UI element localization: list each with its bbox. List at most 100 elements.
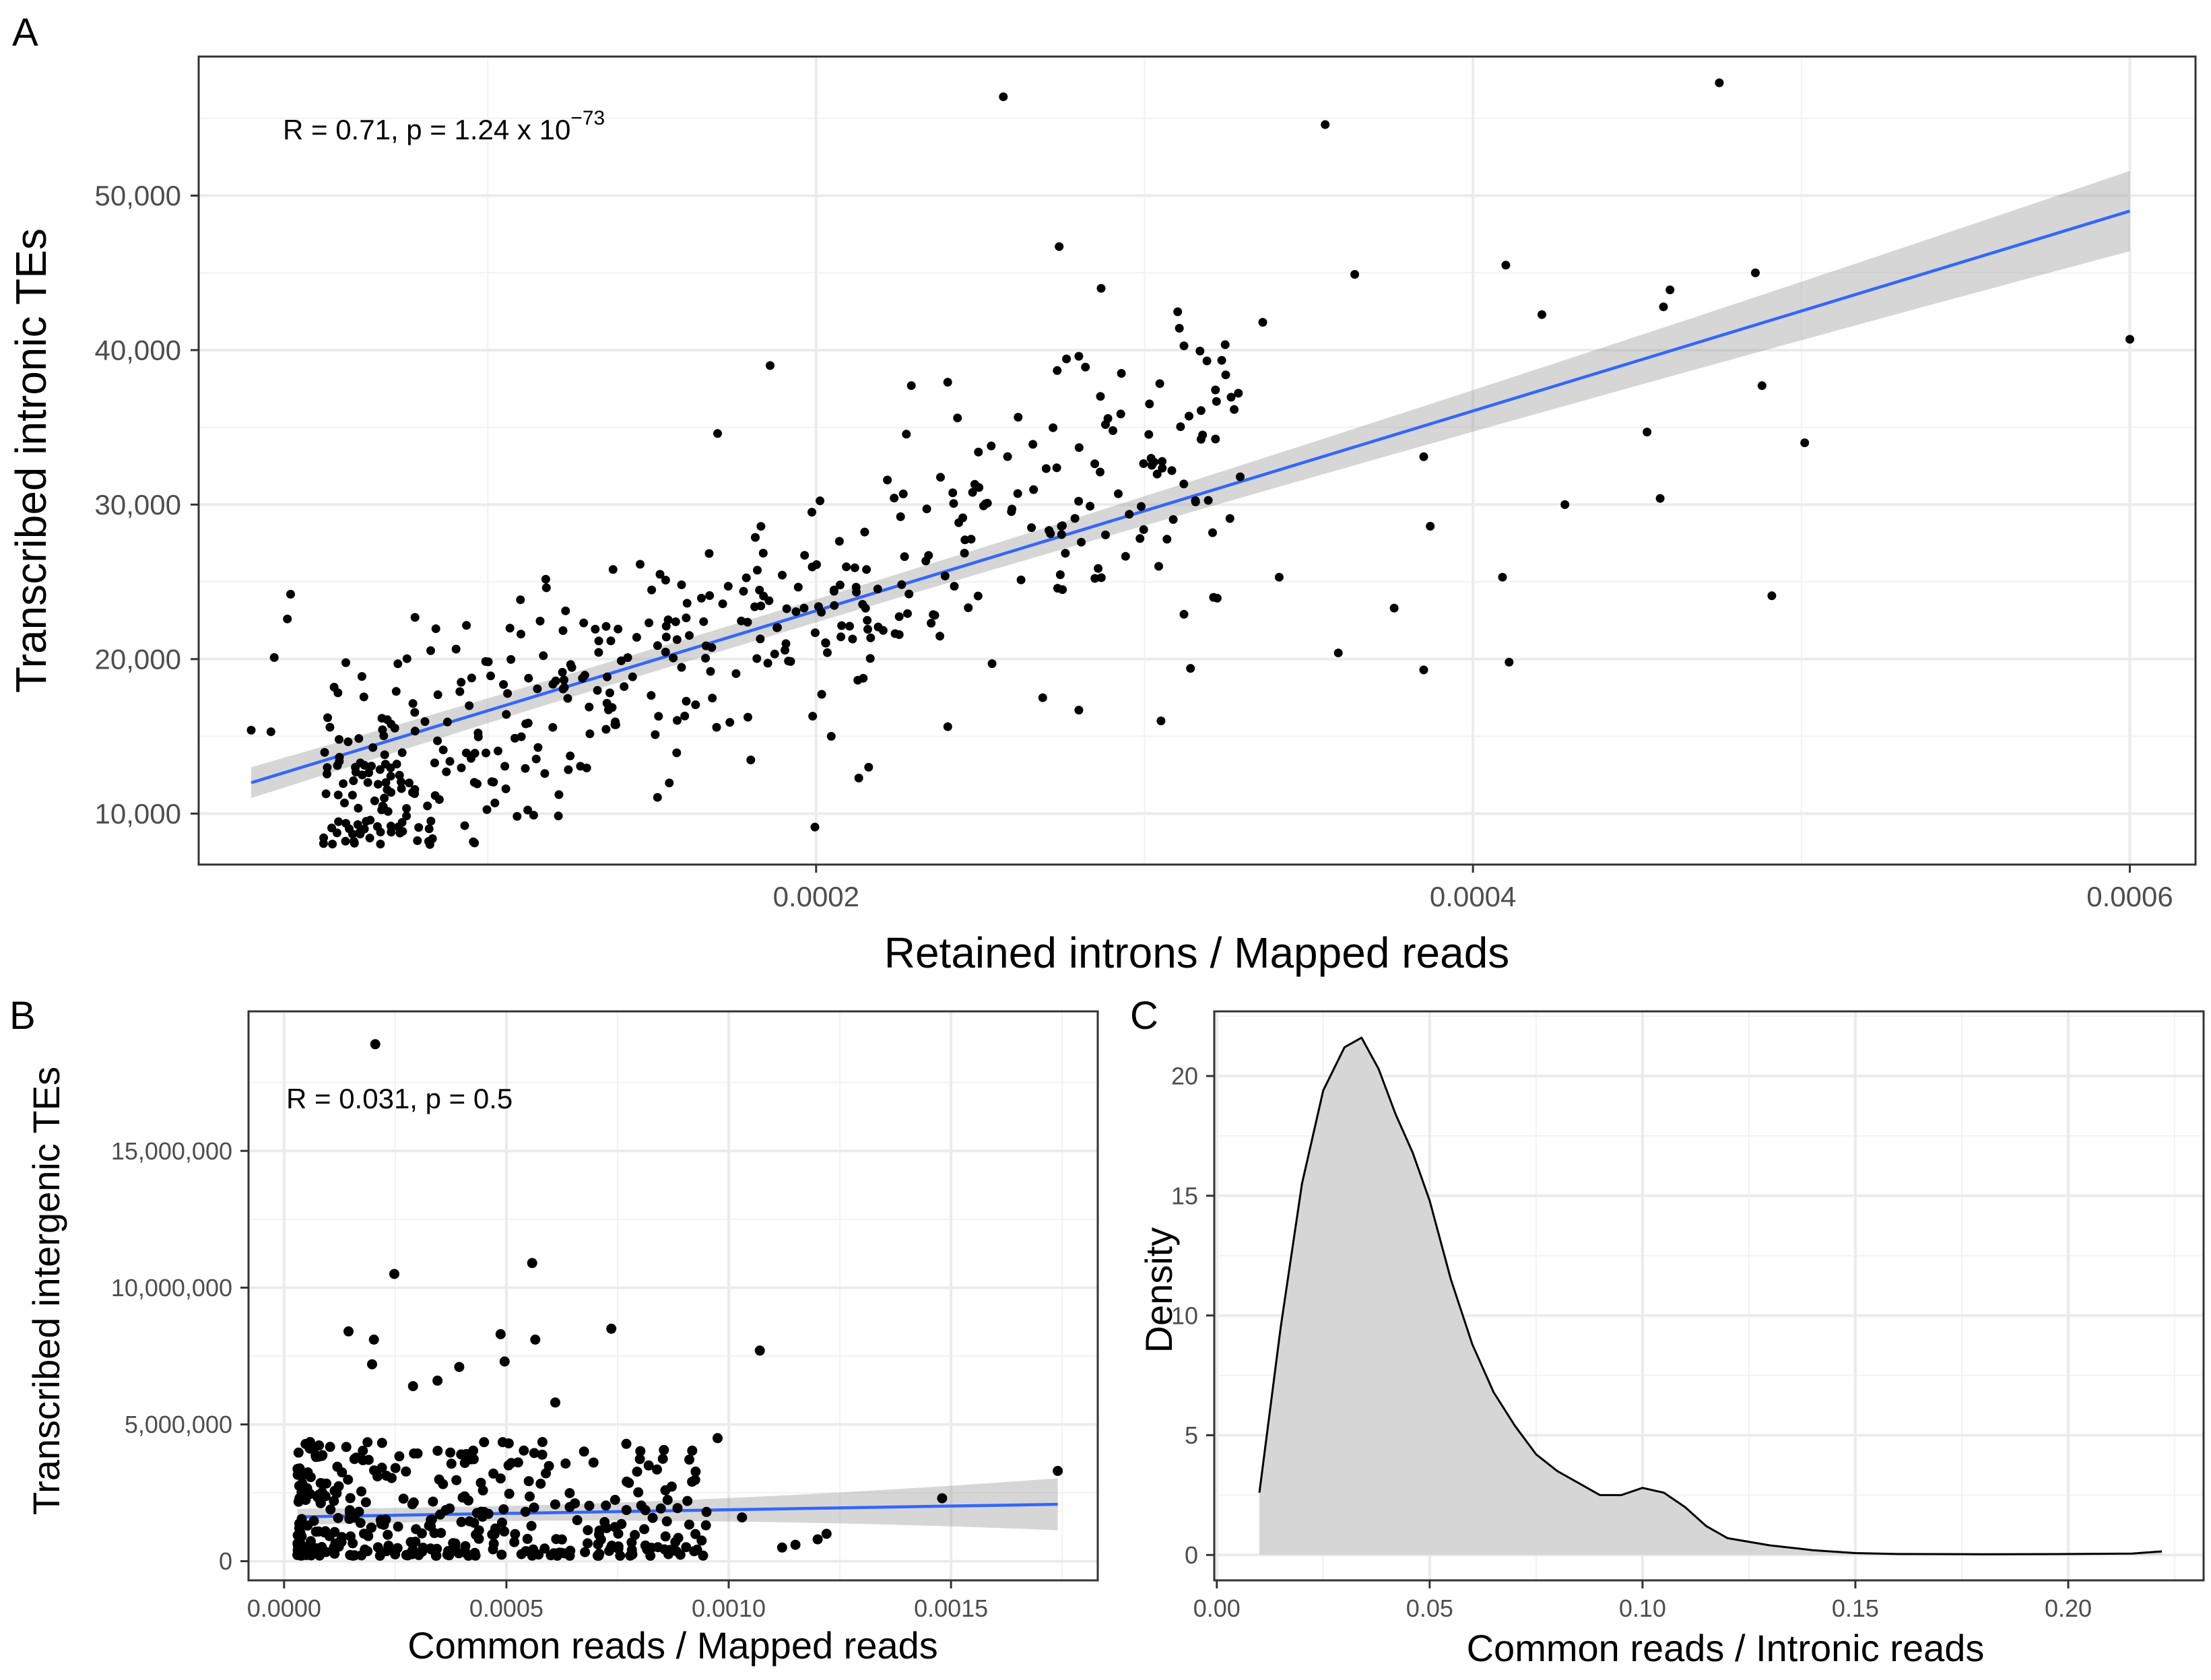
data-point: [1173, 307, 1183, 316]
panel-a-stat-exponent: −73: [570, 107, 605, 129]
data-point: [462, 621, 471, 630]
data-point: [660, 1531, 671, 1542]
data-point: [298, 1481, 308, 1492]
data-point: [354, 803, 363, 813]
data-point: [328, 840, 337, 848]
data-point: [1061, 549, 1070, 558]
data-point: [513, 811, 522, 821]
data-point: [356, 1486, 366, 1497]
data-point: [639, 1524, 650, 1535]
data-point: [516, 595, 525, 605]
data-point: [1258, 318, 1267, 327]
panel-a-axis-ticks: 0.0002 0.0004 0.0006 10,000 20,000 30,000 40,0…: [95, 180, 2173, 912]
data-point: [397, 748, 407, 758]
data-point: [445, 757, 455, 766]
data-point: [741, 573, 751, 582]
data-point: [390, 723, 399, 733]
data-point: [625, 1550, 636, 1561]
data-point: [681, 1542, 692, 1553]
data-point: [708, 694, 717, 703]
data-point: [906, 381, 916, 391]
data-point: [2125, 335, 2134, 344]
data-point: [594, 636, 603, 646]
data-point: [773, 623, 782, 632]
data-point: [894, 612, 904, 621]
data-point: [381, 1471, 392, 1481]
data-point: [302, 1467, 313, 1478]
data-point: [810, 628, 820, 638]
data-point: [1096, 283, 1106, 293]
data-point: [564, 765, 573, 774]
data-point: [246, 725, 256, 735]
panel-b-stat-annotation: R = 0.031, p = 0.5: [286, 1083, 513, 1114]
data-point: [426, 816, 436, 826]
data-point: [632, 1467, 642, 1477]
data-point: [1096, 392, 1105, 401]
data-point: [520, 1506, 531, 1517]
x-tick-label: 0.15: [1832, 1594, 1879, 1622]
data-point: [640, 1505, 651, 1516]
data-point: [700, 1520, 711, 1531]
y-tick-label: 10,000,000: [111, 1274, 232, 1302]
data-point: [862, 565, 871, 574]
panel-a-frame: [197, 55, 2197, 866]
data-point: [442, 717, 452, 727]
data-point: [499, 1526, 510, 1537]
data-point: [551, 676, 560, 685]
data-point: [501, 784, 510, 793]
data-point: [344, 1505, 355, 1516]
data-point: [718, 599, 727, 609]
x-tick-label: 0.0002: [773, 881, 859, 912]
data-point: [390, 1463, 401, 1473]
data-point: [363, 778, 372, 787]
data-point: [929, 610, 938, 619]
data-point: [784, 657, 793, 666]
data-point: [376, 1438, 387, 1448]
data-point: [1217, 356, 1226, 365]
data-point: [397, 777, 405, 786]
data-point: [865, 654, 875, 663]
panel-label-b: B: [9, 994, 36, 1038]
data-point: [556, 1534, 567, 1545]
data-point: [428, 1496, 438, 1507]
y-tick-label: 30,000: [95, 489, 181, 520]
data-point: [345, 1531, 356, 1542]
data-point: [1501, 261, 1511, 270]
data-point: [1221, 370, 1230, 380]
data-point: [1117, 369, 1126, 378]
data-point: [312, 1492, 323, 1503]
data-point: [354, 734, 364, 743]
data-point: [974, 447, 983, 457]
data-point: [359, 692, 368, 702]
data-point: [445, 1447, 456, 1458]
data-point: [424, 824, 434, 834]
data-point: [521, 764, 530, 773]
data-point: [898, 490, 908, 498]
data-point: [673, 716, 682, 725]
panel-b-y-axis-label: Transcribed intergenic TEs: [25, 1067, 67, 1515]
data-point: [306, 1536, 316, 1547]
data-point: [883, 475, 892, 485]
panel-c-y-axis-label: Density: [1137, 1228, 1180, 1353]
data-point: [684, 1454, 694, 1465]
data-point: [661, 1516, 672, 1526]
data-point: [376, 840, 385, 848]
data-point: [790, 1539, 801, 1550]
data-point: [467, 673, 476, 683]
y-tick-label: 5,000,000: [125, 1411, 232, 1438]
data-point: [460, 1541, 471, 1551]
data-point: [305, 1443, 316, 1454]
data-point: [564, 1488, 575, 1498]
data-point: [713, 429, 722, 438]
data-point: [943, 378, 952, 387]
data-point: [430, 758, 439, 768]
data-point: [701, 654, 711, 663]
data-point: [529, 811, 538, 820]
data-point: [807, 562, 817, 572]
data-point: [1057, 530, 1066, 539]
data-point: [671, 617, 680, 626]
data-point: [482, 805, 492, 814]
y-tick-label: 10,000: [95, 798, 181, 830]
data-point: [751, 533, 760, 542]
data-point: [800, 551, 810, 560]
